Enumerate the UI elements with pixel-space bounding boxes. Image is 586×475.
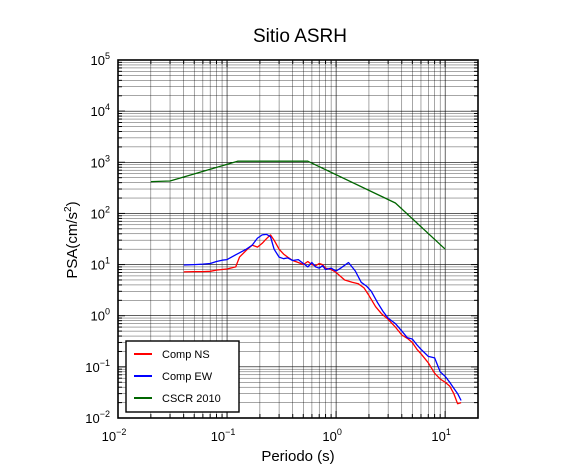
x-tick-exp: 0 <box>337 427 342 437</box>
y-axis-label-close: ) <box>64 201 81 206</box>
x-tick-base: 10 <box>102 429 116 444</box>
legend-label-cscr-2010: CSCR 2010 <box>162 393 221 405</box>
legend: Comp NS Comp EW CSCR 2010 <box>125 340 240 413</box>
y-tick-base: 10 <box>91 155 105 170</box>
x-tick-exp: −2 <box>116 427 126 437</box>
y-axis-label-sup: 2 <box>63 206 74 212</box>
y-tick-label: 103 <box>91 153 110 170</box>
series-line-comp-ns <box>183 234 462 405</box>
y-tick-exp: −1 <box>100 358 110 368</box>
y-tick-exp: 0 <box>105 307 110 317</box>
x-tick-base: 10 <box>322 429 336 444</box>
y-tick-exp: 4 <box>105 102 110 112</box>
x-tick-exp: −1 <box>225 427 235 437</box>
y-tick-label: 102 <box>91 204 110 221</box>
legend-label-comp-ns: Comp NS <box>162 349 210 361</box>
y-tick-base: 10 <box>91 53 105 68</box>
y-tick-base: 10 <box>85 360 99 375</box>
x-tick-base: 10 <box>431 429 445 444</box>
y-tick-base: 10 <box>91 206 105 221</box>
plot-frame <box>117 59 479 419</box>
chart-title: Sitio ASRH <box>253 26 347 47</box>
y-tick-exp: 2 <box>105 204 110 214</box>
y-axis-label: PSA(cm/s2) <box>63 201 81 278</box>
y-tick-base: 10 <box>91 104 105 119</box>
y-tick-exp: 5 <box>105 51 110 61</box>
y-tick-label: 10−2 <box>85 409 110 426</box>
y-tick-label: 101 <box>91 256 110 273</box>
y-tick-base: 10 <box>91 258 105 273</box>
x-tick-labels: 10−2 10−1 100 101 <box>102 427 451 444</box>
y-tick-exp: 1 <box>105 256 110 266</box>
series-line-comp-ew <box>183 233 462 401</box>
series-line-cscr-2010 <box>150 160 446 250</box>
y-tick-base: 10 <box>91 309 105 324</box>
x-tick-base: 10 <box>211 429 225 444</box>
y-tick-base: 10 <box>85 411 99 426</box>
y-tick-exp: −2 <box>100 409 110 419</box>
x-tick-label: 100 <box>322 427 341 444</box>
y-axis-label-base: PSA(cm/s <box>64 212 81 279</box>
y-tick-label: 105 <box>91 51 110 68</box>
x-tick-label: 10−1 <box>211 427 236 444</box>
legend-label-comp-ew: Comp EW <box>162 371 213 383</box>
series-layer <box>150 160 462 405</box>
x-axis-label: Periodo (s) <box>261 448 334 465</box>
x-tick-label: 101 <box>431 427 450 444</box>
x-tick-exp: 1 <box>446 427 451 437</box>
x-tick-label: 10−2 <box>102 427 127 444</box>
grid-lines <box>117 59 479 419</box>
y-tick-label: 104 <box>91 102 110 119</box>
y-tick-label: 100 <box>91 307 110 324</box>
y-tick-exp: 3 <box>105 153 110 163</box>
y-tick-label: 10−1 <box>85 358 110 375</box>
